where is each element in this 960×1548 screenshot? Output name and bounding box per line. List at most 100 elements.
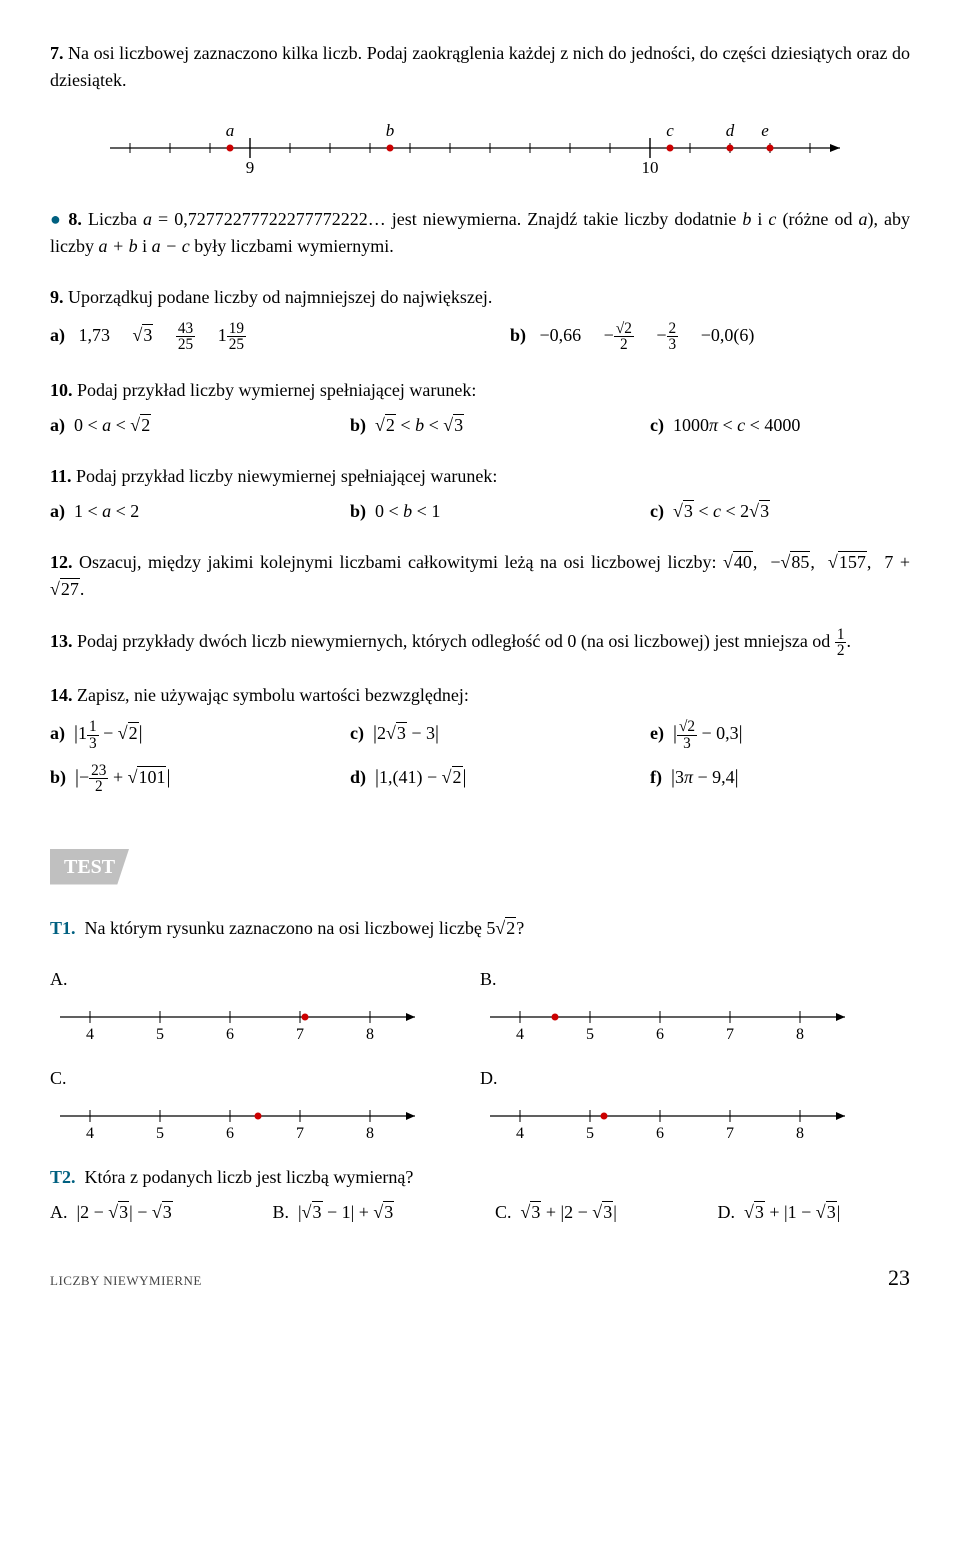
page-number: 23: [888, 1261, 910, 1294]
problem-number: 12.: [50, 552, 73, 572]
part-b: b) 0 < b < 1: [350, 498, 610, 525]
fraction: 12: [835, 627, 847, 659]
part-b: b) √2 < b < √3: [350, 412, 610, 439]
expr: a − c: [152, 236, 190, 256]
problem-7: 7. Na osi liczbowej zaznaczono kilka lic…: [50, 40, 910, 94]
problem-text: Na którym rysunku zaznaczono na osi licz…: [85, 917, 525, 938]
svg-text:8: 8: [366, 1026, 374, 1042]
svg-text:7: 7: [296, 1125, 304, 1141]
var: a: [143, 209, 152, 229]
problem-text: Podaj przykład liczby wymiernej spełniaj…: [77, 380, 476, 400]
label: B.: [480, 969, 497, 989]
svg-text:9: 9: [246, 158, 255, 177]
text: Liczba: [88, 209, 143, 229]
svg-text:8: 8: [796, 1026, 804, 1042]
problem-text: Zapisz, nie używając symbolu wartości be…: [77, 685, 469, 705]
page-footer: LICZBY NIEWYMIERNE 23: [50, 1261, 910, 1294]
problem-12: 12. Oszacuj, między jakimi kolejnymi lic…: [50, 549, 910, 603]
part-c: c) √3 < c < 2√3: [650, 498, 910, 525]
svg-text:7: 7: [726, 1125, 734, 1141]
problem-text: Uporządkuj podane liczby od najmniejszej…: [68, 287, 492, 307]
problem-10: 10. Podaj przykład liczby wymiernej speł…: [50, 377, 910, 439]
part-a: a) |113 − √2|: [50, 719, 310, 751]
problem-text: Na osi liczbowej zaznaczono kilka liczb.…: [50, 43, 910, 90]
svg-text:8: 8: [796, 1125, 804, 1141]
problem-number: 14.: [50, 685, 73, 705]
val: 1,73: [79, 325, 111, 345]
svg-text:5: 5: [586, 1125, 594, 1141]
val: −0,66: [540, 325, 582, 345]
part-d: d) |1,(41) − √2|: [350, 763, 610, 795]
label: b): [510, 325, 526, 345]
part-f: f) |3π − 9,4|: [650, 763, 910, 795]
val: −0,0(6): [701, 325, 755, 345]
test-heading: TEST: [50, 849, 129, 885]
svg-text:d: d: [726, 121, 735, 140]
svg-text:6: 6: [226, 1125, 234, 1141]
period: .: [846, 631, 851, 651]
val: −23: [656, 325, 678, 345]
part-a: a) 1,73 √3 4325 11925: [50, 321, 450, 353]
problem-number: 8.: [68, 209, 82, 229]
problem-number: 10.: [50, 380, 73, 400]
svg-text:6: 6: [226, 1026, 234, 1042]
answer-d: D. √3 + |1 − √3|: [718, 1199, 911, 1226]
label: D.: [480, 1068, 498, 1088]
problem-number: T1.: [50, 918, 76, 938]
svg-text:6: 6: [656, 1026, 664, 1042]
svg-text:5: 5: [586, 1026, 594, 1042]
svg-text:4: 4: [86, 1125, 94, 1141]
var: b: [742, 209, 751, 229]
svg-text:7: 7: [296, 1026, 304, 1042]
svg-text:a: a: [226, 121, 235, 140]
problem-13: 13. Podaj przykłady dwóch liczb niewymie…: [50, 627, 910, 659]
part-b: b) −0,66 −√22 −23 −0,0(6): [510, 321, 910, 353]
svg-text:4: 4: [516, 1125, 524, 1141]
bullet-icon: ●: [50, 209, 62, 229]
svg-text:6: 6: [656, 1125, 664, 1141]
svg-text:8: 8: [366, 1125, 374, 1141]
t1-answers: A. 4 5 6 7 8 B. 4 5 6 7 8: [50, 966, 910, 1164]
part-a: a) 1 < a < 2: [50, 498, 310, 525]
svg-text:4: 4: [516, 1026, 524, 1042]
problem-t2: T2. Która z podanych liczb jest liczbą w…: [50, 1164, 910, 1226]
problem-number: 11.: [50, 466, 72, 486]
problem-text: Która z podanych liczb jest liczbą wymie…: [85, 1167, 414, 1187]
label: C.: [50, 1068, 67, 1088]
part-a: a) 0 < a < √2: [50, 412, 310, 439]
var: a: [859, 209, 868, 229]
answer-d: D. 4 5 6 7 8: [480, 1065, 910, 1149]
val: √3: [133, 324, 154, 345]
part-c: c) 1000π < c < 4000: [650, 412, 910, 439]
answer-c: C. √3 + |2 − √3|: [495, 1199, 688, 1226]
text: = 0,72772277722277772222… jest niewymier…: [152, 209, 742, 229]
problem-number: 9.: [50, 287, 64, 307]
svg-text:b: b: [386, 121, 395, 140]
answer-b: B. 4 5 6 7 8: [480, 966, 910, 1050]
svg-text:5: 5: [156, 1125, 164, 1141]
text: były liczbami wymiernymi.: [190, 236, 394, 256]
svg-text:7: 7: [726, 1026, 734, 1042]
val: 4325: [176, 321, 195, 353]
text: i: [751, 209, 768, 229]
text: i: [138, 236, 152, 256]
svg-text:5: 5: [156, 1026, 164, 1042]
svg-text:c: c: [666, 121, 674, 140]
expr: a + b: [98, 236, 137, 256]
text: (różne od: [776, 209, 858, 229]
label: A.: [50, 969, 68, 989]
svg-text:4: 4: [86, 1026, 94, 1042]
problem-number: 7.: [50, 43, 64, 63]
numberline-p7: 9 10 a b c d e: [50, 118, 910, 186]
problem-14: 14. Zapisz, nie używając symbolu wartośc…: [50, 682, 910, 794]
answer-a: A. |2 − √3| − √3: [50, 1199, 243, 1226]
problem-text: Oszacuj, między jakimi kolejnymi liczbam…: [50, 551, 910, 599]
problem-text: Podaj przykład liczby niewymiernej spełn…: [76, 466, 497, 486]
problem-number: 13.: [50, 631, 73, 651]
answer-c: C. 4 5 6 7 8: [50, 1065, 480, 1149]
problem-8: ● 8. Liczba a = 0,72772277722277772222… j…: [50, 206, 910, 260]
problem-text: Podaj przykłady dwóch liczb niewymiernyc…: [77, 631, 835, 651]
section-title: LICZBY NIEWYMIERNE: [50, 1271, 202, 1291]
problem-t1: T1. Na którym rysunku zaznaczono na osi …: [50, 915, 910, 942]
part-b: b) |−232 + √101|: [50, 763, 310, 795]
